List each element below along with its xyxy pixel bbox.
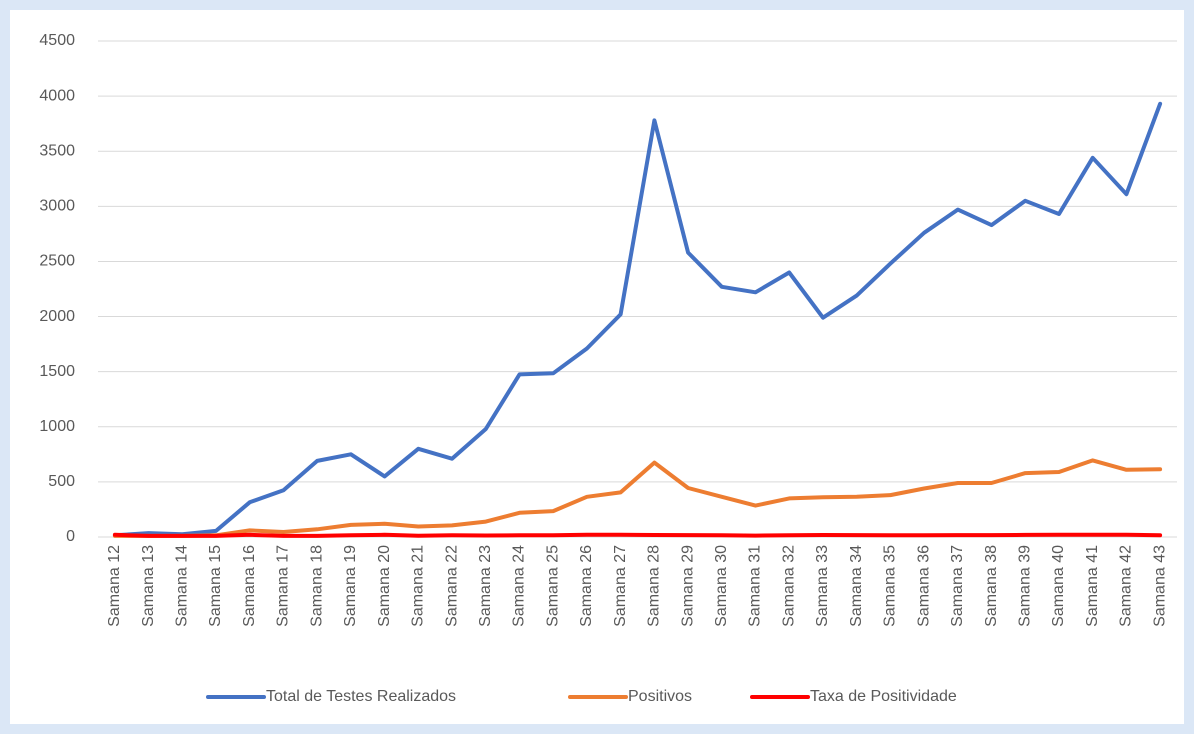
y-tick-label: 2000 <box>39 308 75 325</box>
x-tick-label: Samana 21 <box>410 545 427 627</box>
x-tick-label: Samana 17 <box>275 545 292 627</box>
legend-label: Positivos <box>628 688 692 705</box>
y-tick-label: 1000 <box>39 418 75 435</box>
x-tick-label: Samana 28 <box>646 545 663 627</box>
chart-area <box>10 10 1184 724</box>
x-tick-label: Samana 29 <box>679 545 696 627</box>
x-tick-label: Samana 34 <box>848 545 865 627</box>
x-tick-label: Samana 12 <box>106 545 123 627</box>
x-tick-label: Samana 40 <box>1050 545 1067 627</box>
x-tick-label: Samana 38 <box>983 545 1000 627</box>
x-tick-label: Samana 22 <box>443 545 460 627</box>
x-tick-label: Samana 33 <box>814 545 831 627</box>
legend-label: Taxa de Positividade <box>810 688 957 705</box>
y-tick-label: 4000 <box>39 87 75 104</box>
x-tick-label: Samana 41 <box>1084 545 1101 627</box>
y-tick-label: 500 <box>48 473 75 490</box>
series-line <box>112 458 1163 538</box>
x-tick-label: Samana 14 <box>174 545 191 627</box>
x-tick-label: Samana 19 <box>342 545 359 627</box>
legend-label: Total de Testes Realizados <box>266 688 456 705</box>
x-tick-label: Samana 18 <box>308 545 325 627</box>
series-line <box>112 532 1163 538</box>
x-tick-label: Samana 15 <box>207 545 224 627</box>
x-tick-label: Samana 25 <box>544 545 561 627</box>
x-tick-label: Samana 16 <box>241 545 258 627</box>
x-tick-label: Samana 20 <box>376 545 393 627</box>
y-tick-label: 3000 <box>39 198 75 215</box>
x-tick-label: Samana 37 <box>949 545 966 627</box>
x-tick-label: Samana 30 <box>713 545 730 627</box>
series-line <box>112 101 1163 538</box>
x-tick-label: Samana 35 <box>882 545 899 627</box>
x-tick-label: Samana 24 <box>511 545 528 627</box>
x-tick-label: Samana 27 <box>612 545 629 627</box>
y-tick-label: 3500 <box>39 142 75 159</box>
x-tick-label: Samana 39 <box>1016 545 1033 627</box>
y-tick-label: 0 <box>66 528 75 545</box>
x-tick-label: Samana 32 <box>780 545 797 627</box>
x-tick-label: Samana 26 <box>578 545 595 627</box>
y-tick-label: 2500 <box>39 253 75 270</box>
y-tick-label: 1500 <box>39 363 75 380</box>
x-tick-label: Samana 42 <box>1118 545 1135 627</box>
y-tick-label: 4500 <box>39 32 75 49</box>
x-tick-label: Samana 23 <box>477 545 494 627</box>
x-tick-label: Samana 13 <box>140 545 157 627</box>
x-tick-label: Samana 43 <box>1151 545 1168 627</box>
x-tick-label: Samana 36 <box>915 545 932 627</box>
x-tick-label: Samana 31 <box>747 545 764 627</box>
